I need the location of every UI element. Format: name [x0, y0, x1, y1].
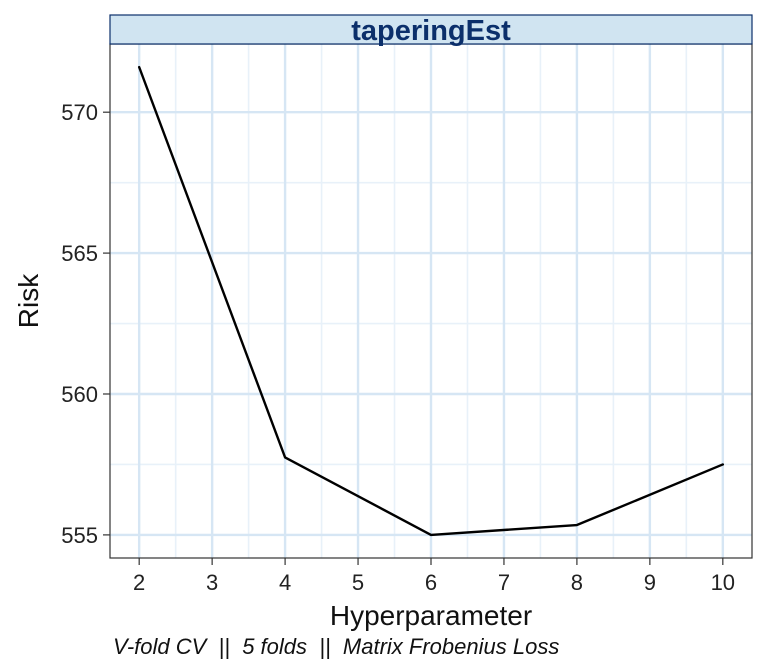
x-tick-label: 8	[571, 570, 583, 595]
y-tick-label: 565	[61, 241, 98, 266]
x-tick-label: 4	[279, 570, 291, 595]
x-tick-label: 5	[352, 570, 364, 595]
facet-strip	[109, 14, 753, 45]
x-tick-label: 2	[133, 570, 145, 595]
x-tick-label: 6	[425, 570, 437, 595]
x-axis: 2 3 4 5 6 7 8 9 10	[133, 558, 735, 595]
series-line	[137, 65, 725, 537]
y-tick-label: 560	[61, 382, 98, 407]
y-axis-title: Risk	[13, 273, 44, 328]
x-tick-label: 10	[711, 570, 735, 595]
facet-title: taperingEst	[351, 15, 511, 47]
chart-caption: V-fold CV || 5 folds || Matrix Frobenius…	[113, 634, 559, 659]
x-tick-label: 7	[498, 570, 510, 595]
y-tick-label: 555	[61, 523, 98, 548]
major-gridlines	[110, 44, 752, 558]
series-layer	[137, 65, 725, 537]
y-axis: 555 560 565 570	[61, 100, 110, 548]
x-tick-label: 3	[206, 570, 218, 595]
y-tick-label: 570	[61, 100, 98, 125]
x-axis-title: Hyperparameter	[330, 600, 532, 631]
x-tick-label: 9	[644, 570, 656, 595]
